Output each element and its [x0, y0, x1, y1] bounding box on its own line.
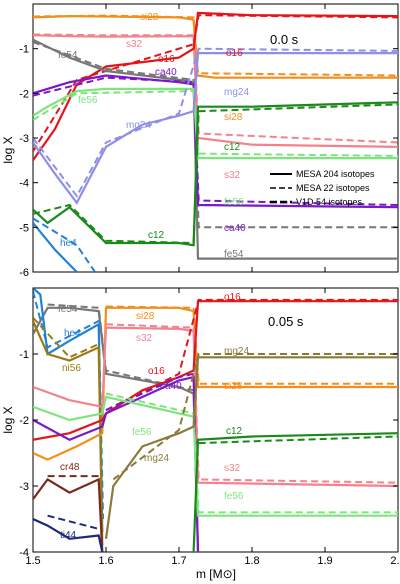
y-tick-label: -1 — [19, 44, 29, 56]
legend-text-mesa204: MESA 204 isotopes — [296, 169, 375, 179]
series-label-fe56: fe56 — [78, 95, 98, 106]
series-label-ca40: ca40 — [160, 381, 182, 392]
series-line-fe56-dashed — [105, 392, 398, 514]
series-line-fe54 — [33, 38, 398, 260]
series-line-o16-dashed — [33, 14, 398, 152]
time-label-bottom: 0.05 s — [268, 314, 304, 329]
series-label-mg24: mg24 — [126, 120, 151, 131]
series-line-si28 — [33, 14, 398, 79]
y-tick-label: -3 — [19, 133, 29, 145]
series-line-o16 — [33, 300, 398, 441]
series-line-ni56-dashed — [33, 317, 100, 359]
series-line-fe54 — [33, 306, 200, 552]
series-line-s32-dashed — [33, 33, 398, 144]
series-line-o16 — [33, 11, 398, 161]
series-line-mg24-dashed — [33, 47, 398, 198]
y-tick-label: -4 — [19, 178, 29, 190]
series-label-s32-right: s32 — [224, 463, 241, 474]
series-label-mg24-right: mg24 — [224, 87, 249, 98]
x-tick-label: 1.7 — [171, 555, 186, 567]
series-line-ca40-dashed — [33, 76, 398, 206]
x-tick-label: 2.0 — [390, 555, 400, 567]
series-label-s32: s32 — [136, 333, 153, 344]
series-label-ca40: ca40 — [155, 67, 177, 78]
series-line-o16-dashed — [105, 298, 398, 411]
series-label-fe56-right: fe56 — [224, 197, 244, 208]
series-line-ti44-dashed — [47, 514, 99, 530]
y-tick-label: -3 — [19, 481, 29, 493]
series-label-s32-right: s32 — [224, 170, 241, 181]
y-tick-label: -1 — [19, 349, 29, 361]
series-line-cr48 — [33, 477, 104, 552]
legend: MESA 204 isotopes MESA 22 isotopes V1D 5… — [270, 169, 375, 207]
series-label-he4: he4 — [60, 238, 77, 249]
series-line-si28-dashed — [33, 14, 398, 77]
series-label-ti44: ti44 — [60, 530, 77, 541]
series-line-ca40 — [33, 375, 200, 552]
x-tick-label: 1.5 — [25, 555, 40, 567]
series-label-s32: s32 — [126, 39, 143, 50]
series-line-ti44 — [33, 517, 104, 552]
series-label-cr48: cr48 — [60, 462, 80, 473]
series-label-fe54-right: fe54 — [224, 249, 244, 260]
legend-text-v1d: V1D 54 isotopes — [296, 197, 363, 207]
series-label-si28-right: si28 — [224, 381, 243, 392]
series-line-fe56-dashed — [33, 90, 398, 157]
x-tick-label: 1.8 — [244, 555, 259, 567]
series-label-fe54: fe54 — [58, 304, 78, 315]
series-line-si28 — [33, 306, 398, 461]
y-tick-label: -2 — [19, 88, 29, 100]
y-tick-label: -4 — [19, 547, 29, 559]
series-line-mg24 — [33, 52, 398, 205]
series-label-fe54: fe54 — [58, 50, 78, 61]
series-label-o16-right: o16 — [224, 292, 241, 303]
series-line-fe54-dashed — [47, 303, 194, 392]
y-tick-label: -5 — [19, 222, 29, 234]
series-line-he4-dashed — [33, 217, 96, 272]
series-line-c12 — [33, 101, 398, 247]
y-tick-label: -6 — [19, 267, 29, 279]
legend-text-mesa22: MESA 22 isotopes — [296, 183, 370, 193]
series-line-he4 — [33, 222, 78, 272]
series-line-fe56 — [33, 87, 398, 160]
series-line-c12-dashed — [198, 435, 398, 445]
series-label-si28: si28 — [140, 12, 159, 23]
series-line-fe56 — [33, 395, 398, 517]
series-label-si28-right: si28 — [224, 112, 243, 123]
x-tick-label: 1.6 — [98, 555, 113, 567]
panel-top: -6 -5 -4 -3 -2 -1 si28 si28 s32 s32 o16 o16 fe54 fe5… — [1, 3, 399, 279]
series-label-mg24: mg24 — [144, 453, 169, 464]
series-label-fe56: fe56 — [132, 427, 152, 438]
series-label-c12: c12 — [148, 230, 165, 241]
series-line-c12 — [192, 432, 398, 552]
series-label-c12: c12 — [226, 426, 243, 437]
series-line-c12-dashed — [33, 103, 398, 245]
y-axis-label-bottom: log X — [1, 406, 15, 433]
panel-top-frame — [32, 3, 399, 273]
series-label-ca40-right: ca40 — [224, 223, 246, 234]
series-label-fe56-right: fe56 — [224, 491, 244, 502]
series-label-he4: he4 — [64, 328, 81, 339]
x-axis-label: m [M⊙] — [196, 567, 236, 581]
series-label-o16-right: o16 — [226, 48, 243, 59]
x-tick-label: 1.9 — [317, 555, 332, 567]
series-label-si28: si28 — [136, 311, 155, 322]
series-label-ni56: ni56 — [62, 363, 81, 374]
series-line-fe54-dashed — [33, 41, 398, 229]
series-label-o16: o16 — [148, 366, 165, 377]
series-label-o16: o16 — [158, 54, 175, 65]
time-label-top: 0.0 s — [270, 32, 299, 47]
y-axis-label-top: log X — [1, 136, 15, 163]
series-label-mg24-right: mg24 — [224, 346, 249, 357]
panel-bottom: 1.5 1.6 1.7 1.8 1.9 2.0 -4 -3 -2 -1 fe54 he4 ni56 si… — [1, 287, 400, 567]
y-tick-label: -2 — [19, 415, 29, 427]
series-label-c12-right: c12 — [224, 142, 241, 153]
series-line-mg24-dashed — [112, 353, 398, 481]
